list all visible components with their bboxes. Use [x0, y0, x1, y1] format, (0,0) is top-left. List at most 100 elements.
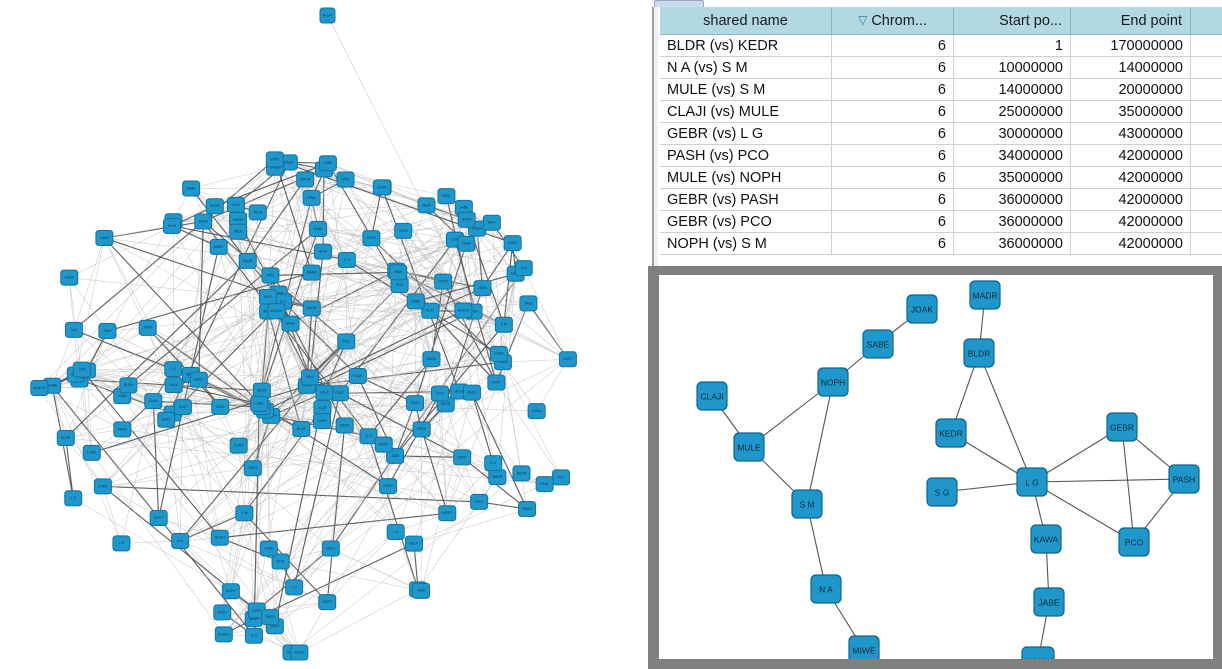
large-network-edge[interactable]: [180, 444, 384, 542]
large-network-node-shape[interactable]: [438, 505, 457, 522]
large-network-edge[interactable]: [91, 452, 225, 635]
cell-start-point[interactable]: 10000000: [953, 56, 1071, 79]
subnetwork-node-shape[interactable]: [1033, 587, 1065, 617]
large-network-edge[interactable]: [503, 243, 514, 325]
large-network-node[interactable]: TAUR: [248, 204, 267, 221]
large-network-edge[interactable]: [39, 384, 174, 389]
large-network-edge[interactable]: [463, 310, 473, 393]
large-network-node[interactable]: ZHEB: [362, 230, 381, 247]
large-network-node[interactable]: MULE: [321, 540, 340, 557]
large-network-node[interactable]: MIWE: [281, 315, 300, 332]
large-network-node-shape[interactable]: [261, 609, 280, 626]
large-network-node[interactable]: SOUT: [290, 644, 309, 661]
large-network-edge[interactable]: [81, 368, 174, 371]
large-network-edge[interactable]: [446, 303, 529, 514]
large-network-node-shape[interactable]: [171, 532, 190, 549]
large-network-node[interactable]: VALE: [229, 223, 248, 240]
large-network-edge[interactable]: [275, 167, 382, 188]
large-network-edge[interactable]: [91, 385, 308, 454]
large-network-node[interactable]: SOUT: [470, 493, 489, 510]
large-network-edge[interactable]: [253, 543, 415, 620]
large-network-edge[interactable]: [421, 358, 569, 430]
large-network-node[interactable]: SOUT: [404, 535, 423, 552]
cell-chromosome[interactable]: 6: [831, 144, 954, 167]
large-network-edge[interactable]: [179, 512, 245, 542]
large-network-edge[interactable]: [317, 228, 400, 286]
large-network-edge[interactable]: [173, 368, 422, 430]
large-network-node-shape[interactable]: [173, 399, 192, 416]
large-network-edge[interactable]: [496, 382, 562, 478]
large-network-edge[interactable]: [65, 429, 123, 439]
cell-start-point[interactable]: 34000000: [953, 144, 1071, 167]
large-network-edge[interactable]: [52, 310, 431, 387]
large-network-edge[interactable]: [344, 425, 545, 485]
large-network-node[interactable]: PASH: [389, 264, 408, 281]
subnetwork-node-shape[interactable]: [1106, 412, 1138, 442]
large-network-edge[interactable]: [413, 508, 528, 544]
large-network-node-shape[interactable]: [484, 455, 503, 472]
large-network-node[interactable]: JOAK: [372, 179, 391, 196]
large-network-node[interactable]: S G: [337, 252, 356, 269]
large-network-edge[interactable]: [317, 179, 346, 230]
large-network-edge[interactable]: [190, 188, 249, 262]
large-network-node-shape[interactable]: [318, 594, 337, 611]
large-network-node-shape[interactable]: [503, 235, 522, 252]
large-network-edge[interactable]: [73, 497, 232, 592]
large-network-node[interactable]: ALMCH: [267, 303, 286, 320]
large-network-edge[interactable]: [415, 273, 516, 302]
subnetwork-node-shape[interactable]: [1030, 524, 1062, 554]
large-network-edge[interactable]: [396, 243, 467, 271]
large-network-node-shape[interactable]: [162, 217, 181, 234]
large-network-node-shape[interactable]: [271, 553, 290, 570]
large-network-node[interactable]: ALMCH: [214, 626, 233, 643]
large-network-node-shape[interactable]: [406, 293, 425, 310]
cell-start-point[interactable]: 14000000: [953, 78, 1071, 101]
large-network-node[interactable]: MIWE: [113, 421, 132, 438]
subnetwork-view[interactable]: CLAJI MULE NOPH SABE JOAK S M N A MIWE MADR BLDR K…: [659, 275, 1213, 659]
large-network-edge[interactable]: [447, 462, 494, 514]
large-network-edge[interactable]: [322, 169, 325, 252]
large-network-edge[interactable]: [370, 237, 504, 363]
large-network-edge[interactable]: [219, 455, 396, 539]
large-network-edge[interactable]: [147, 327, 232, 592]
subnetwork-node-shape[interactable]: [1021, 646, 1055, 659]
large-network-edge[interactable]: [344, 375, 359, 426]
large-network-edge[interactable]: [445, 404, 463, 458]
large-network-edge[interactable]: [463, 219, 468, 311]
large-network-edge[interactable]: [219, 537, 281, 563]
large-network-node-shape[interactable]: [98, 323, 117, 340]
large-network-node-shape[interactable]: [362, 230, 381, 247]
large-network-edge[interactable]: [51, 385, 122, 544]
large-network-node-shape[interactable]: [205, 198, 224, 215]
large-network-edge[interactable]: [382, 187, 513, 244]
subnetwork-node-shape[interactable]: [926, 477, 958, 507]
large-network-edge[interactable]: [397, 271, 505, 326]
large-network-edge[interactable]: [278, 293, 504, 326]
large-network-edge[interactable]: [238, 445, 448, 514]
large-network-edge[interactable]: [258, 403, 389, 487]
large-network-node-shape[interactable]: [138, 319, 157, 336]
large-network-edge[interactable]: [381, 187, 474, 312]
large-network-node-shape[interactable]: [244, 627, 263, 644]
table-row[interactable]: MULE (vs) NOPH6350000004200000010.5: [660, 166, 1222, 189]
subnetwork-edge[interactable]: [1121, 426, 1135, 543]
large-network-node-shape[interactable]: [226, 196, 245, 213]
large-network-node[interactable]: LOWL: [250, 395, 269, 412]
large-network-edge[interactable]: [81, 369, 221, 539]
table-body[interactable]: BLDR (vs) KEDR61170000000192.0N A (vs) S…: [660, 34, 1222, 255]
large-network-node-shape[interactable]: [113, 421, 132, 438]
large-network-edge[interactable]: [173, 296, 269, 370]
large-network-node[interactable]: GEBR: [60, 269, 79, 286]
large-network-edge[interactable]: [394, 402, 416, 457]
large-network-edge[interactable]: [158, 445, 239, 519]
large-network-node[interactable]: BLDR: [302, 300, 321, 317]
large-network-edge[interactable]: [523, 267, 569, 360]
large-network-edge[interactable]: [122, 429, 239, 446]
large-network-node-shape[interactable]: [261, 267, 280, 284]
table-row[interactable]: GEBR (vs) PCO636000000420000008.4: [660, 210, 1222, 233]
large-network-node[interactable]: NORT: [453, 449, 472, 466]
large-network-node[interactable]: BLDR: [56, 430, 75, 447]
large-network-node-shape[interactable]: [112, 535, 131, 552]
large-network-node-shape[interactable]: [535, 476, 554, 493]
large-network-edge[interactable]: [65, 437, 104, 487]
